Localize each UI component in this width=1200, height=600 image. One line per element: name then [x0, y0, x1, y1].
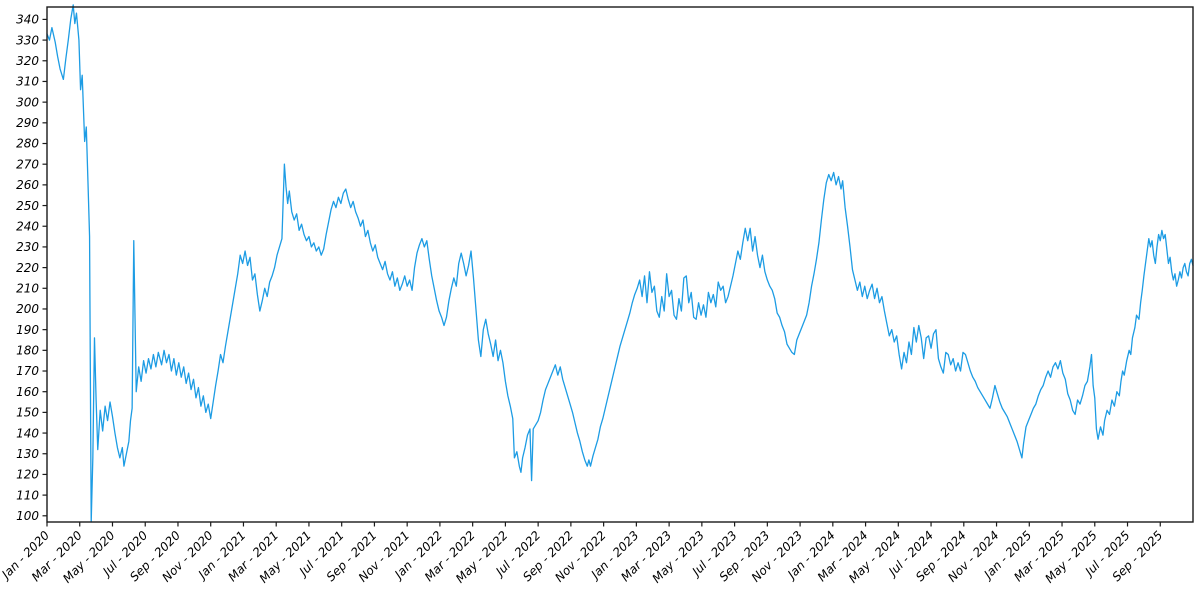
y-axis-tick-label: 200 [16, 302, 39, 316]
y-axis-tick-label: 260 [16, 178, 39, 192]
y-axis-tick-label: 250 [16, 199, 39, 213]
y-axis-tick-label: 140 [16, 426, 39, 440]
y-axis-tick-label: 100 [16, 509, 39, 523]
y-axis-tick-label: 320 [16, 54, 39, 68]
y-axis-tick-label: 240 [16, 219, 39, 233]
y-axis-tick-label: 270 [16, 157, 39, 171]
y-axis-tick-label: 220 [16, 261, 39, 275]
price-line [46, 4, 1194, 523]
y-axis: 100 110 120 130 140 150 160 170 180 190 200 210 220 2… [16, 13, 47, 523]
y-axis-tick-label: 340 [16, 13, 39, 27]
y-axis-tick-label: 230 [16, 240, 39, 254]
y-axis-tick-label: 330 [16, 33, 39, 47]
y-axis-tick-label: 170 [16, 364, 39, 378]
y-axis-tick-label: 110 [16, 488, 39, 502]
y-axis-tick-label: 180 [16, 344, 39, 358]
y-axis-tick-label: 290 [16, 116, 39, 130]
y-axis-tick-label: 160 [16, 385, 39, 399]
y-axis-tick-label: 120 [16, 468, 39, 482]
plot-border [46, 6, 1194, 523]
y-axis-tick-label: 130 [16, 447, 39, 461]
y-axis-tick-label: 300 [16, 95, 39, 109]
y-axis-tick-label: 210 [16, 281, 39, 295]
y-axis-tick-label: 150 [16, 406, 39, 420]
y-axis-tick-label: 310 [16, 75, 39, 89]
y-axis-tick-label: 190 [16, 323, 39, 337]
y-axis-tick-label: 280 [16, 137, 39, 151]
